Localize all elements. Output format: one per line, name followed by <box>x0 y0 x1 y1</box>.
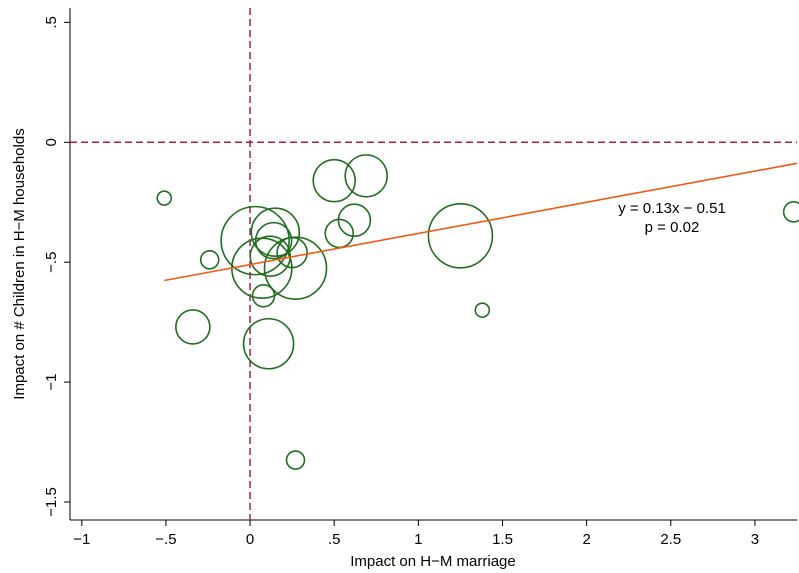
annotation: y = 0.13x − 0.51 <box>618 200 726 217</box>
x-tick-label: −.5 <box>155 531 176 548</box>
x-tick-label: 2 <box>582 531 590 548</box>
bubble <box>156 190 173 206</box>
bubble <box>285 450 306 470</box>
y-tick-label: 0 <box>43 138 60 146</box>
bubble <box>231 237 293 299</box>
bubble <box>199 250 220 270</box>
x-tick-label: 2.5 <box>660 531 681 548</box>
bubble <box>276 236 308 269</box>
bubble <box>782 201 799 223</box>
y-tick-label: −1 <box>43 374 60 391</box>
annotation: p = 0.02 <box>645 219 700 236</box>
fit-line <box>164 162 798 282</box>
x-tick-label: 0 <box>246 531 254 548</box>
x-tick-label: 3 <box>751 531 759 548</box>
bubble <box>312 158 357 203</box>
bubble <box>474 302 491 318</box>
bubble <box>249 235 292 278</box>
bubble <box>250 207 301 258</box>
bubble <box>251 283 276 308</box>
bubble <box>220 205 290 276</box>
bubble <box>344 154 388 198</box>
y-tick-label: .5 <box>43 16 60 29</box>
x-axis-title: Impact on H−M marriage <box>350 553 515 570</box>
bubble <box>254 221 293 260</box>
x-tick-label: −1 <box>73 531 90 548</box>
x-tick-label: .5 <box>328 531 341 548</box>
y-tick-label: −1.5 <box>43 487 60 517</box>
bubble <box>175 309 211 345</box>
x-tick-label: 1 <box>414 531 422 548</box>
y-axis-title: Impact on # Children in H−M households <box>11 128 28 399</box>
bubble <box>427 203 494 269</box>
y-tick-label: −.5 <box>43 252 60 273</box>
x-tick-label: 1.5 <box>492 531 513 548</box>
bubble <box>242 317 295 370</box>
